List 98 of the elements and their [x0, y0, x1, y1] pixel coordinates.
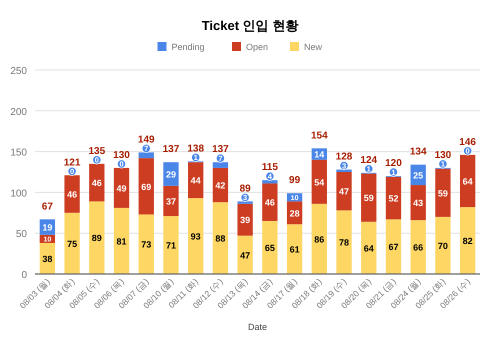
bar — [336, 172, 352, 210]
bar — [212, 202, 228, 274]
data-label: 86 — [314, 234, 324, 244]
total-label: 67 — [42, 201, 54, 212]
data-label: 67 — [388, 242, 398, 252]
bar — [114, 168, 130, 208]
total-label: 154 — [310, 130, 328, 142]
data-label: 61 — [290, 244, 300, 255]
data-label: 93 — [190, 232, 201, 242]
data-label: 46 — [67, 190, 78, 200]
bar — [114, 208, 130, 274]
data-label: 54 — [314, 177, 324, 188]
bar — [386, 176, 402, 220]
data-label: 47 — [339, 186, 350, 197]
data-label: 39 — [240, 215, 250, 226]
total-label: 120 — [385, 158, 402, 170]
data-label: 14 — [314, 150, 324, 160]
total-label: 146 — [459, 136, 476, 148]
total-label: 115 — [262, 162, 278, 174]
data-label: 43 — [413, 198, 424, 208]
bar — [386, 219, 402, 274]
data-label: 82 — [462, 236, 473, 246]
data-label: 52 — [388, 194, 398, 204]
legend-label: Pending — [172, 42, 205, 52]
total-label: 137 — [212, 144, 230, 156]
bar — [64, 212, 80, 274]
bar — [138, 158, 154, 214]
bar — [262, 183, 278, 221]
total-label: 128 — [336, 152, 353, 163]
bar — [312, 160, 327, 204]
data-label: 59 — [364, 193, 374, 204]
total-label: 89 — [240, 183, 252, 194]
data-label: 81 — [116, 236, 127, 246]
y-tick-label: 0 — [21, 270, 28, 281]
data-label: 78 — [339, 238, 350, 248]
data-label: 73 — [141, 240, 152, 250]
bar — [138, 214, 154, 274]
data-label: 59 — [438, 188, 448, 198]
y-tick-label: 200 — [10, 106, 28, 118]
data-label: 64 — [364, 243, 374, 254]
total-label: 134 — [410, 146, 427, 158]
data-label: 71 — [166, 240, 176, 251]
data-label: 88 — [215, 234, 226, 244]
bar — [237, 204, 253, 236]
y-tick-label: 150 — [10, 148, 28, 159]
bar — [435, 216, 451, 274]
total-label: 130 — [113, 150, 130, 161]
data-label: 70 — [438, 240, 448, 251]
data-label: 25 — [413, 170, 424, 180]
bar — [460, 207, 476, 274]
data-label: 42 — [215, 180, 226, 191]
total-label: 121 — [64, 157, 81, 168]
y-tick-label: 50 — [16, 229, 28, 240]
bar — [237, 236, 253, 274]
data-label: 49 — [116, 183, 127, 194]
bar — [64, 175, 80, 213]
total-label: 135 — [88, 146, 106, 157]
data-label: 64 — [462, 176, 473, 186]
data-label: 69 — [141, 182, 152, 192]
data-label: 28 — [290, 208, 300, 218]
data-label: 46 — [264, 198, 275, 208]
data-label: 46 — [92, 178, 102, 188]
bar — [312, 204, 327, 274]
data-label: 38 — [42, 254, 52, 264]
total-label: 149 — [138, 134, 156, 146]
total-label: 99 — [289, 175, 301, 186]
bar — [410, 185, 426, 220]
bar — [336, 210, 352, 274]
data-label: 19 — [42, 222, 52, 233]
data-label: 65 — [264, 242, 275, 253]
bar — [188, 198, 204, 274]
bar — [163, 216, 179, 274]
total-label: 124 — [360, 154, 378, 166]
legend-label: Open — [246, 42, 268, 52]
data-label: 47 — [240, 250, 250, 260]
x-axis-title: Date — [248, 322, 268, 332]
bar — [435, 168, 451, 217]
bar — [89, 164, 104, 202]
bar — [188, 162, 204, 198]
y-tick-label: 100 — [10, 188, 28, 200]
data-label: 66 — [413, 242, 424, 253]
y-tick-label: 250 — [10, 66, 28, 77]
total-label: 138 — [187, 143, 204, 154]
data-label: 29 — [166, 170, 176, 180]
bar — [89, 201, 104, 274]
data-label: 44 — [190, 176, 201, 186]
data-label: 37 — [166, 196, 176, 206]
legend-label: New — [304, 42, 323, 52]
total-label: 130 — [434, 150, 452, 161]
data-label: 89 — [92, 233, 102, 244]
bar — [361, 174, 376, 222]
data-label: 75 — [67, 238, 78, 249]
bar — [286, 224, 302, 274]
bar — [262, 220, 278, 274]
total-label: 137 — [162, 144, 180, 156]
chart-title: Ticket 인입 현황 — [202, 18, 298, 33]
bar — [410, 220, 426, 274]
bar — [361, 222, 376, 274]
